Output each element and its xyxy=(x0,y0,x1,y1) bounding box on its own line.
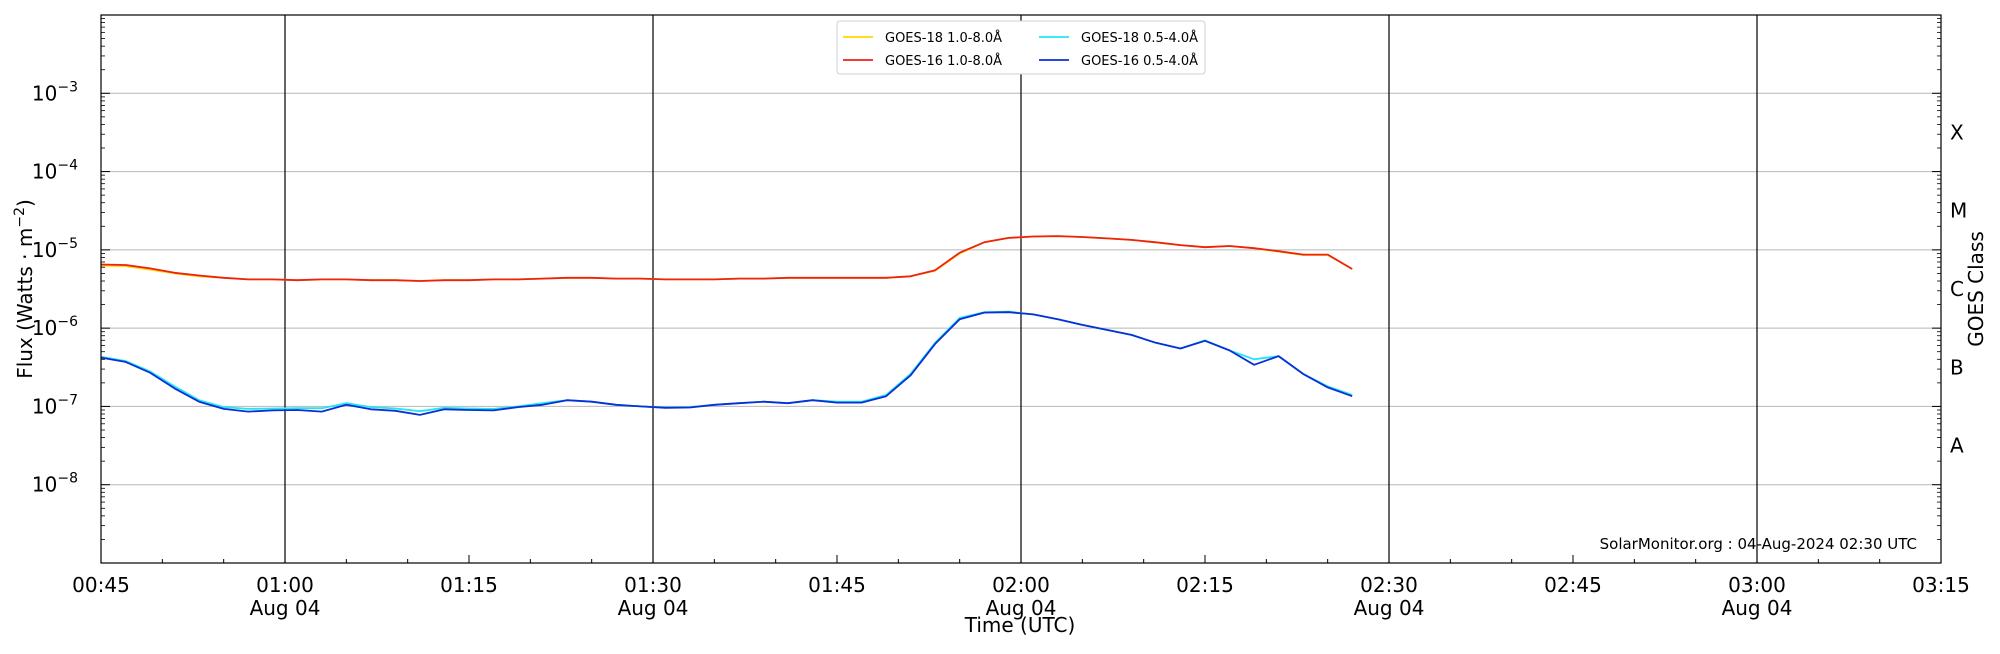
y-axis-title-exponent: −2 xyxy=(12,207,28,228)
series-lines xyxy=(100,235,1353,416)
y-tick-label: 10−5 xyxy=(32,236,78,262)
x-tick-label: 03:00 xyxy=(1728,573,1786,597)
legend-label: GOES-16 0.5-4.0Å xyxy=(1081,53,1198,69)
goes-class-label-a: A xyxy=(1950,434,1964,458)
legend-label: GOES-18 1.0-8.0Å xyxy=(885,30,1002,46)
y-tick-label: 10−3 xyxy=(32,79,78,105)
x-tick-date-label: Aug 04 xyxy=(250,596,321,620)
day-marker-lines xyxy=(284,15,1758,563)
x-tick-label: 02:00 xyxy=(992,573,1050,597)
y-tick-label: 10−8 xyxy=(32,471,78,497)
x-tick-date-label: Aug 04 xyxy=(986,596,1057,620)
series-line-2 xyxy=(100,235,1353,282)
y-axis-title: Flux (Watts · m−2) xyxy=(12,199,37,379)
legend-label: GOES-18 0.5-4.0Å xyxy=(1081,30,1198,46)
goes-class-label-x: X xyxy=(1950,120,1964,144)
x-tick-date-label: Aug 04 xyxy=(1354,596,1425,620)
y-axis-title-suffix: ) xyxy=(13,199,37,207)
legend-box xyxy=(836,20,1206,75)
series-line-4 xyxy=(100,311,1353,416)
x-tick-label: 03:15 xyxy=(1912,573,1970,597)
y-axis-title-main: Flux (Watts · m xyxy=(13,228,37,379)
y-tick-base: 10 xyxy=(32,473,57,497)
y-tick-exponent: −7 xyxy=(57,392,78,408)
y-tick-base: 10 xyxy=(32,394,57,418)
x-tick-label: 01:15 xyxy=(440,573,498,597)
goes-class-title: GOES Class xyxy=(1964,231,1988,347)
x-tick-label: 02:15 xyxy=(1176,573,1234,597)
y-tick-label: 10−6 xyxy=(32,314,78,340)
legend: GOES-18 1.0-8.0Å GOES-18 0.5-4.0Å GOES-16 … xyxy=(836,20,1206,75)
credit-text: SolarMonitor.org : 04-Aug-2024 02:30 UTC xyxy=(1600,535,1917,553)
goes-class-label-c: C xyxy=(1950,277,1964,301)
x-tick-label: 02:30 xyxy=(1360,573,1418,597)
x-tick-label: 00:45 xyxy=(72,573,130,597)
goes-class-label-m: M xyxy=(1950,199,1967,223)
x-tick-date-label: Aug 04 xyxy=(1722,596,1793,620)
y-tick-base: 10 xyxy=(32,238,57,262)
y-tick-exponent: −4 xyxy=(57,158,78,174)
x-tick-label: 01:00 xyxy=(256,573,314,597)
y-tick-base: 10 xyxy=(32,81,57,105)
x-tick-label: 02:45 xyxy=(1544,573,1602,597)
x-tick-label: 01:45 xyxy=(808,573,866,597)
y-tick-base: 10 xyxy=(32,316,57,340)
x-axis-title: Time (UTC) xyxy=(964,613,1076,637)
x-tick-label: 01:30 xyxy=(624,573,682,597)
y-tick-exponent: −5 xyxy=(57,236,78,252)
goes-class-axis: X M C B A xyxy=(1950,120,1967,457)
y-tick-base: 10 xyxy=(32,160,57,184)
y-tick-exponent: −8 xyxy=(57,471,78,487)
y-tick-exponent: −6 xyxy=(57,314,78,330)
y-tick-label: 10−4 xyxy=(32,158,78,184)
legend-label: GOES-16 1.0-8.0Å xyxy=(885,53,1002,69)
goes-class-label-b: B xyxy=(1950,355,1964,379)
x-tick-date-label: Aug 04 xyxy=(618,596,689,620)
y-tick-exponent: −3 xyxy=(57,79,78,95)
y-tick-label: 10−7 xyxy=(32,392,78,418)
y-axis: 10−310−410−510−610−710−8 xyxy=(32,14,1941,564)
